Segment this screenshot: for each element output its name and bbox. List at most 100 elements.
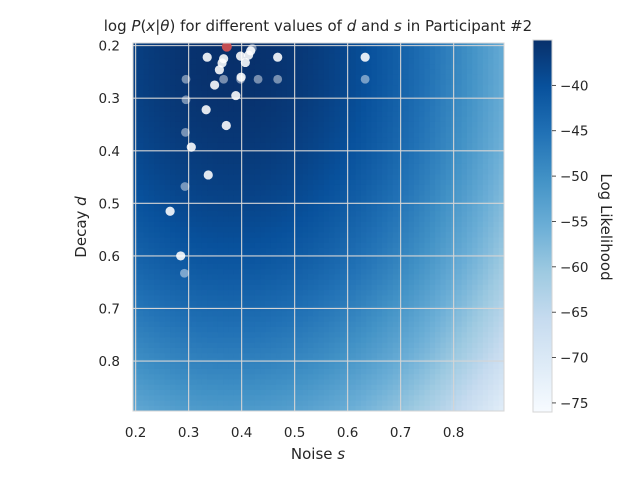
heatmap-cell	[276, 342, 282, 349]
heatmap-cell	[217, 169, 224, 176]
heatmap-cell	[445, 326, 452, 333]
heatmap-cell	[461, 374, 468, 381]
heatmap-cell	[355, 163, 362, 170]
heatmap-cell	[281, 190, 288, 197]
heatmap-cell	[217, 395, 224, 402]
heatmap-cell	[408, 311, 415, 317]
heatmap-cell	[329, 169, 335, 176]
heatmap-cell	[254, 237, 261, 244]
heatmap-cell	[180, 79, 187, 86]
heatmap-cell	[286, 248, 293, 254]
heatmap-cell	[382, 237, 388, 244]
heatmap-cell	[482, 337, 489, 344]
heatmap-cell	[387, 116, 394, 123]
heatmap-cell	[270, 379, 277, 386]
heatmap-cell	[249, 211, 256, 218]
heatmap-cell	[212, 221, 219, 228]
heatmap-cell	[270, 100, 277, 107]
heatmap-cell	[440, 190, 447, 197]
heatmap-cell	[403, 158, 410, 165]
heatmap-cell	[148, 337, 155, 344]
heatmap-cell	[270, 300, 277, 307]
sample-point	[221, 120, 231, 131]
heatmap-cell	[445, 179, 452, 186]
heatmap-cell	[260, 111, 267, 118]
heatmap-cell	[207, 127, 214, 133]
heatmap-cell	[207, 389, 214, 396]
heatmap-cell	[207, 158, 214, 165]
heatmap-cell	[429, 395, 436, 402]
heatmap-cell	[254, 368, 261, 375]
heatmap-cell	[424, 347, 431, 354]
heatmap-cell	[392, 137, 399, 144]
heatmap-cell	[196, 311, 203, 317]
heatmap-cell	[339, 389, 346, 396]
heatmap-cell	[461, 384, 468, 391]
heatmap-cell	[339, 321, 346, 328]
heatmap-cell	[276, 337, 282, 344]
heatmap-cell	[154, 169, 161, 176]
heatmap-cell	[445, 232, 452, 239]
heatmap-cell	[482, 316, 489, 323]
heatmap-cell	[164, 279, 171, 286]
heatmap-cell	[148, 111, 155, 118]
heatmap-cell	[408, 374, 415, 381]
heatmap-cell	[148, 395, 155, 402]
heatmap-cell	[138, 368, 145, 375]
heatmap-cell	[254, 221, 261, 228]
heatmap-cell	[387, 258, 394, 265]
heatmap-cell	[244, 290, 251, 296]
heatmap-cell	[419, 237, 426, 244]
heatmap-cell	[217, 205, 224, 212]
heatmap-cell	[435, 311, 441, 317]
heatmap-cell	[148, 290, 155, 296]
heatmap-cell	[212, 137, 219, 144]
heatmap-cell	[366, 111, 373, 118]
heatmap-cell	[360, 163, 367, 170]
heatmap-cell	[488, 384, 494, 391]
heatmap-cell	[413, 111, 420, 118]
heatmap-cell	[281, 263, 288, 270]
heatmap-cell	[143, 332, 150, 338]
heatmap-cell	[228, 179, 235, 186]
heatmap-cell	[387, 132, 394, 139]
heatmap-cell	[445, 347, 452, 354]
heatmap-cell	[196, 169, 203, 176]
heatmap-cell	[286, 242, 293, 249]
heatmap-cell	[477, 374, 484, 381]
heatmap-cell	[429, 274, 436, 281]
heatmap-cell	[366, 169, 373, 176]
heatmap-cell	[217, 290, 224, 296]
heatmap-cell	[334, 64, 341, 70]
heatmap-cell	[138, 400, 145, 407]
heatmap-cell	[435, 300, 441, 307]
heatmap-cell	[143, 274, 150, 281]
heatmap-cell	[212, 127, 219, 133]
heatmap-cell	[223, 163, 229, 170]
heatmap-cell	[371, 205, 378, 212]
heatmap-cell	[318, 395, 325, 402]
heatmap-cell	[159, 237, 166, 244]
heatmap-cell	[440, 363, 447, 370]
heatmap-cell	[498, 227, 504, 233]
heatmap-cell	[313, 137, 320, 144]
heatmap-cell	[488, 269, 494, 275]
heatmap-cell	[339, 269, 346, 275]
heatmap-cell	[382, 221, 388, 228]
heatmap-cell	[482, 363, 489, 370]
heatmap-cell	[456, 263, 463, 270]
heatmap-cell	[424, 111, 431, 118]
heatmap-cell	[488, 106, 494, 112]
heatmap-cell	[466, 48, 473, 55]
heatmap-cell	[472, 142, 479, 149]
heatmap-cell	[382, 116, 388, 123]
heatmap-cell	[350, 368, 357, 375]
heatmap-cell	[456, 337, 463, 344]
heatmap-cell	[223, 100, 229, 107]
heatmap-cell	[297, 74, 304, 81]
heatmap-cell	[498, 321, 504, 328]
heatmap-cell	[461, 205, 468, 212]
heatmap-cell	[392, 374, 399, 381]
heatmap-cell	[366, 363, 373, 370]
heatmap-cell	[334, 205, 341, 212]
